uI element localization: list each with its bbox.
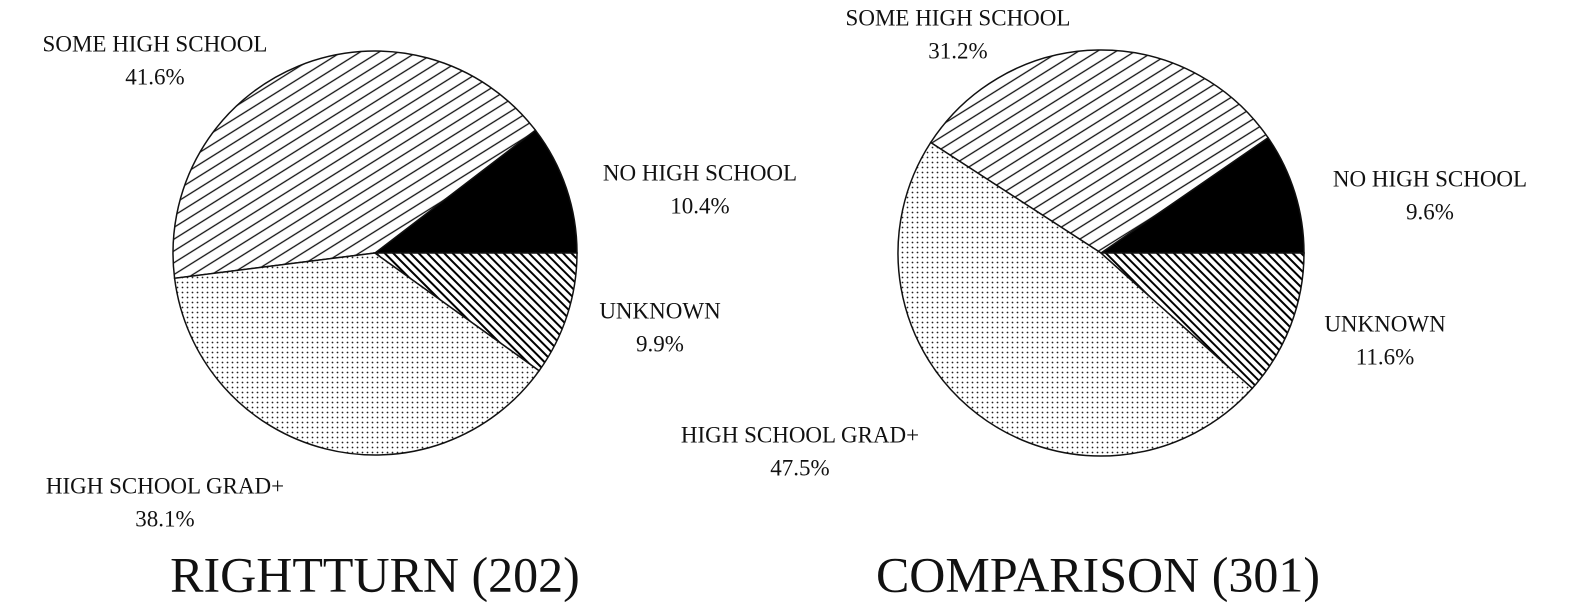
slice-value-label: 47.5% — [770, 455, 829, 480]
slice-label: SOME HIGH SCHOOL — [43, 31, 268, 56]
slice-value-label: 11.6% — [1356, 344, 1415, 369]
slice-label: NO HIGH SCHOOL — [603, 160, 797, 185]
pie-slice — [1099, 252, 1305, 390]
slice-label: SOME HIGH SCHOOL — [846, 5, 1071, 30]
slice-label: HIGH SCHOOL GRAD+ — [681, 422, 919, 447]
pie-slice — [372, 252, 578, 372]
chart-title: COMPARISON (301) — [876, 546, 1320, 602]
slice-value-label: 10.4% — [670, 193, 729, 218]
pie-slice — [173, 252, 541, 456]
slice-value-label: 38.1% — [135, 506, 194, 531]
slice-label: UNKNOWN — [1324, 311, 1446, 336]
slice-label: NO HIGH SCHOOL — [1333, 166, 1527, 191]
slice-value-label: 41.6% — [125, 64, 184, 89]
slice-label: UNKNOWN — [599, 298, 721, 323]
slice-value-label: 9.9% — [636, 331, 684, 356]
slice-value-label: 31.2% — [928, 38, 987, 63]
chart-title: RIGHTTURN (202) — [170, 546, 580, 602]
slice-label: HIGH SCHOOL GRAD+ — [46, 473, 284, 498]
pie-slice — [897, 141, 1254, 457]
pie-slice — [372, 129, 578, 254]
slice-value-label: 9.6% — [1406, 199, 1454, 224]
pie-slice — [172, 50, 537, 280]
pie-slice — [929, 49, 1270, 254]
pie-slice — [1098, 136, 1305, 254]
